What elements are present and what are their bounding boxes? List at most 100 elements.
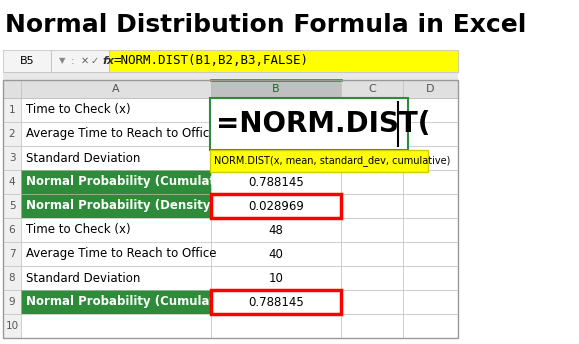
Bar xyxy=(403,266,458,290)
Bar xyxy=(3,314,21,338)
Text: C: C xyxy=(368,84,376,94)
Bar xyxy=(3,98,21,122)
Bar xyxy=(3,80,458,338)
Bar xyxy=(211,122,341,146)
Bar xyxy=(3,170,21,194)
Text: Normal Probability (Density): Normal Probability (Density) xyxy=(26,200,216,213)
Text: ✓: ✓ xyxy=(91,56,99,66)
Bar xyxy=(341,242,403,266)
Text: Standard Deviation: Standard Deviation xyxy=(26,151,140,164)
Text: 40: 40 xyxy=(269,247,284,260)
Bar xyxy=(341,194,403,218)
Bar xyxy=(341,290,403,314)
Text: Average Time to Reach to Office: Average Time to Reach to Office xyxy=(26,247,217,260)
Bar xyxy=(109,50,458,72)
Bar xyxy=(210,98,408,150)
Text: D: D xyxy=(426,84,435,94)
Text: 0.788145: 0.788145 xyxy=(248,175,304,189)
Bar xyxy=(403,122,458,146)
Text: NORM.DIST(x, mean, standard_dev, cumulative): NORM.DIST(x, mean, standard_dev, cumulat… xyxy=(214,155,450,166)
Bar xyxy=(211,146,341,170)
Bar xyxy=(21,122,211,146)
Text: =NORM.DIST(: =NORM.DIST( xyxy=(216,110,431,138)
Bar xyxy=(211,290,341,314)
Bar xyxy=(403,170,458,194)
Text: 4: 4 xyxy=(9,177,15,187)
Bar xyxy=(21,290,211,314)
Bar xyxy=(51,50,109,72)
Text: A: A xyxy=(112,84,120,94)
Bar xyxy=(341,314,403,338)
Bar xyxy=(341,266,403,290)
Bar xyxy=(3,242,21,266)
Bar xyxy=(403,314,458,338)
Bar xyxy=(403,98,458,122)
Text: Average Time to Reach to Office: Average Time to Reach to Office xyxy=(26,128,217,140)
Text: 8: 8 xyxy=(9,273,15,283)
Text: 0.028969: 0.028969 xyxy=(248,200,304,213)
Bar xyxy=(211,218,341,242)
Text: 5: 5 xyxy=(9,201,15,211)
Bar xyxy=(403,218,458,242)
Bar xyxy=(211,290,341,314)
Text: Normal Distribution Formula in Excel: Normal Distribution Formula in Excel xyxy=(5,13,526,37)
Bar xyxy=(211,170,341,194)
Bar xyxy=(211,194,341,218)
Text: fx: fx xyxy=(102,56,114,66)
Text: 0.788145: 0.788145 xyxy=(248,295,304,309)
Text: Time to Check (x): Time to Check (x) xyxy=(26,104,131,117)
Bar xyxy=(3,80,458,98)
Text: 2: 2 xyxy=(9,129,15,139)
Text: 9: 9 xyxy=(9,297,15,307)
Bar xyxy=(211,242,341,266)
Bar xyxy=(403,290,458,314)
Bar xyxy=(211,98,341,122)
Text: ▼: ▼ xyxy=(59,56,65,65)
Bar xyxy=(21,314,211,338)
Bar xyxy=(21,170,211,194)
Bar xyxy=(3,122,21,146)
Bar xyxy=(3,218,21,242)
Bar xyxy=(3,266,21,290)
Bar xyxy=(403,146,458,170)
Bar xyxy=(3,72,458,80)
Bar xyxy=(21,266,211,290)
Bar xyxy=(3,50,51,72)
Bar xyxy=(341,98,403,122)
Bar xyxy=(403,242,458,266)
Bar xyxy=(341,218,403,242)
Text: =NORM.DIST(B1,B2,B3,FALSE): =NORM.DIST(B1,B2,B3,FALSE) xyxy=(114,54,309,67)
Text: 6: 6 xyxy=(9,225,15,235)
Text: :: : xyxy=(71,56,75,66)
Text: Time to Check (x): Time to Check (x) xyxy=(26,224,131,237)
Bar xyxy=(3,290,21,314)
Text: 48: 48 xyxy=(269,224,284,237)
Text: 10: 10 xyxy=(5,321,19,331)
Bar xyxy=(3,194,21,218)
Text: 7: 7 xyxy=(9,249,15,259)
Bar xyxy=(341,170,403,194)
Bar xyxy=(211,194,341,218)
Text: Normal Probability (Cumulative): Normal Probability (Cumulative) xyxy=(26,295,240,309)
Text: ✕: ✕ xyxy=(81,56,89,66)
Bar xyxy=(3,80,21,98)
Bar xyxy=(211,266,341,290)
Text: B: B xyxy=(272,84,280,94)
Text: B5: B5 xyxy=(20,56,34,66)
Text: Standard Deviation: Standard Deviation xyxy=(26,271,140,284)
Bar xyxy=(21,218,211,242)
Text: 1: 1 xyxy=(9,105,15,115)
Bar xyxy=(21,146,211,170)
Bar xyxy=(341,122,403,146)
Bar xyxy=(403,194,458,218)
Bar xyxy=(341,146,403,170)
Bar xyxy=(211,80,341,98)
Bar xyxy=(21,194,211,218)
Text: 10: 10 xyxy=(269,271,284,284)
Text: 3: 3 xyxy=(9,153,15,163)
Text: Normal Probability (Cumulative): Normal Probability (Cumulative) xyxy=(26,175,240,189)
Bar xyxy=(21,98,211,122)
Bar xyxy=(211,314,341,338)
Bar xyxy=(21,242,211,266)
Bar xyxy=(210,150,428,172)
